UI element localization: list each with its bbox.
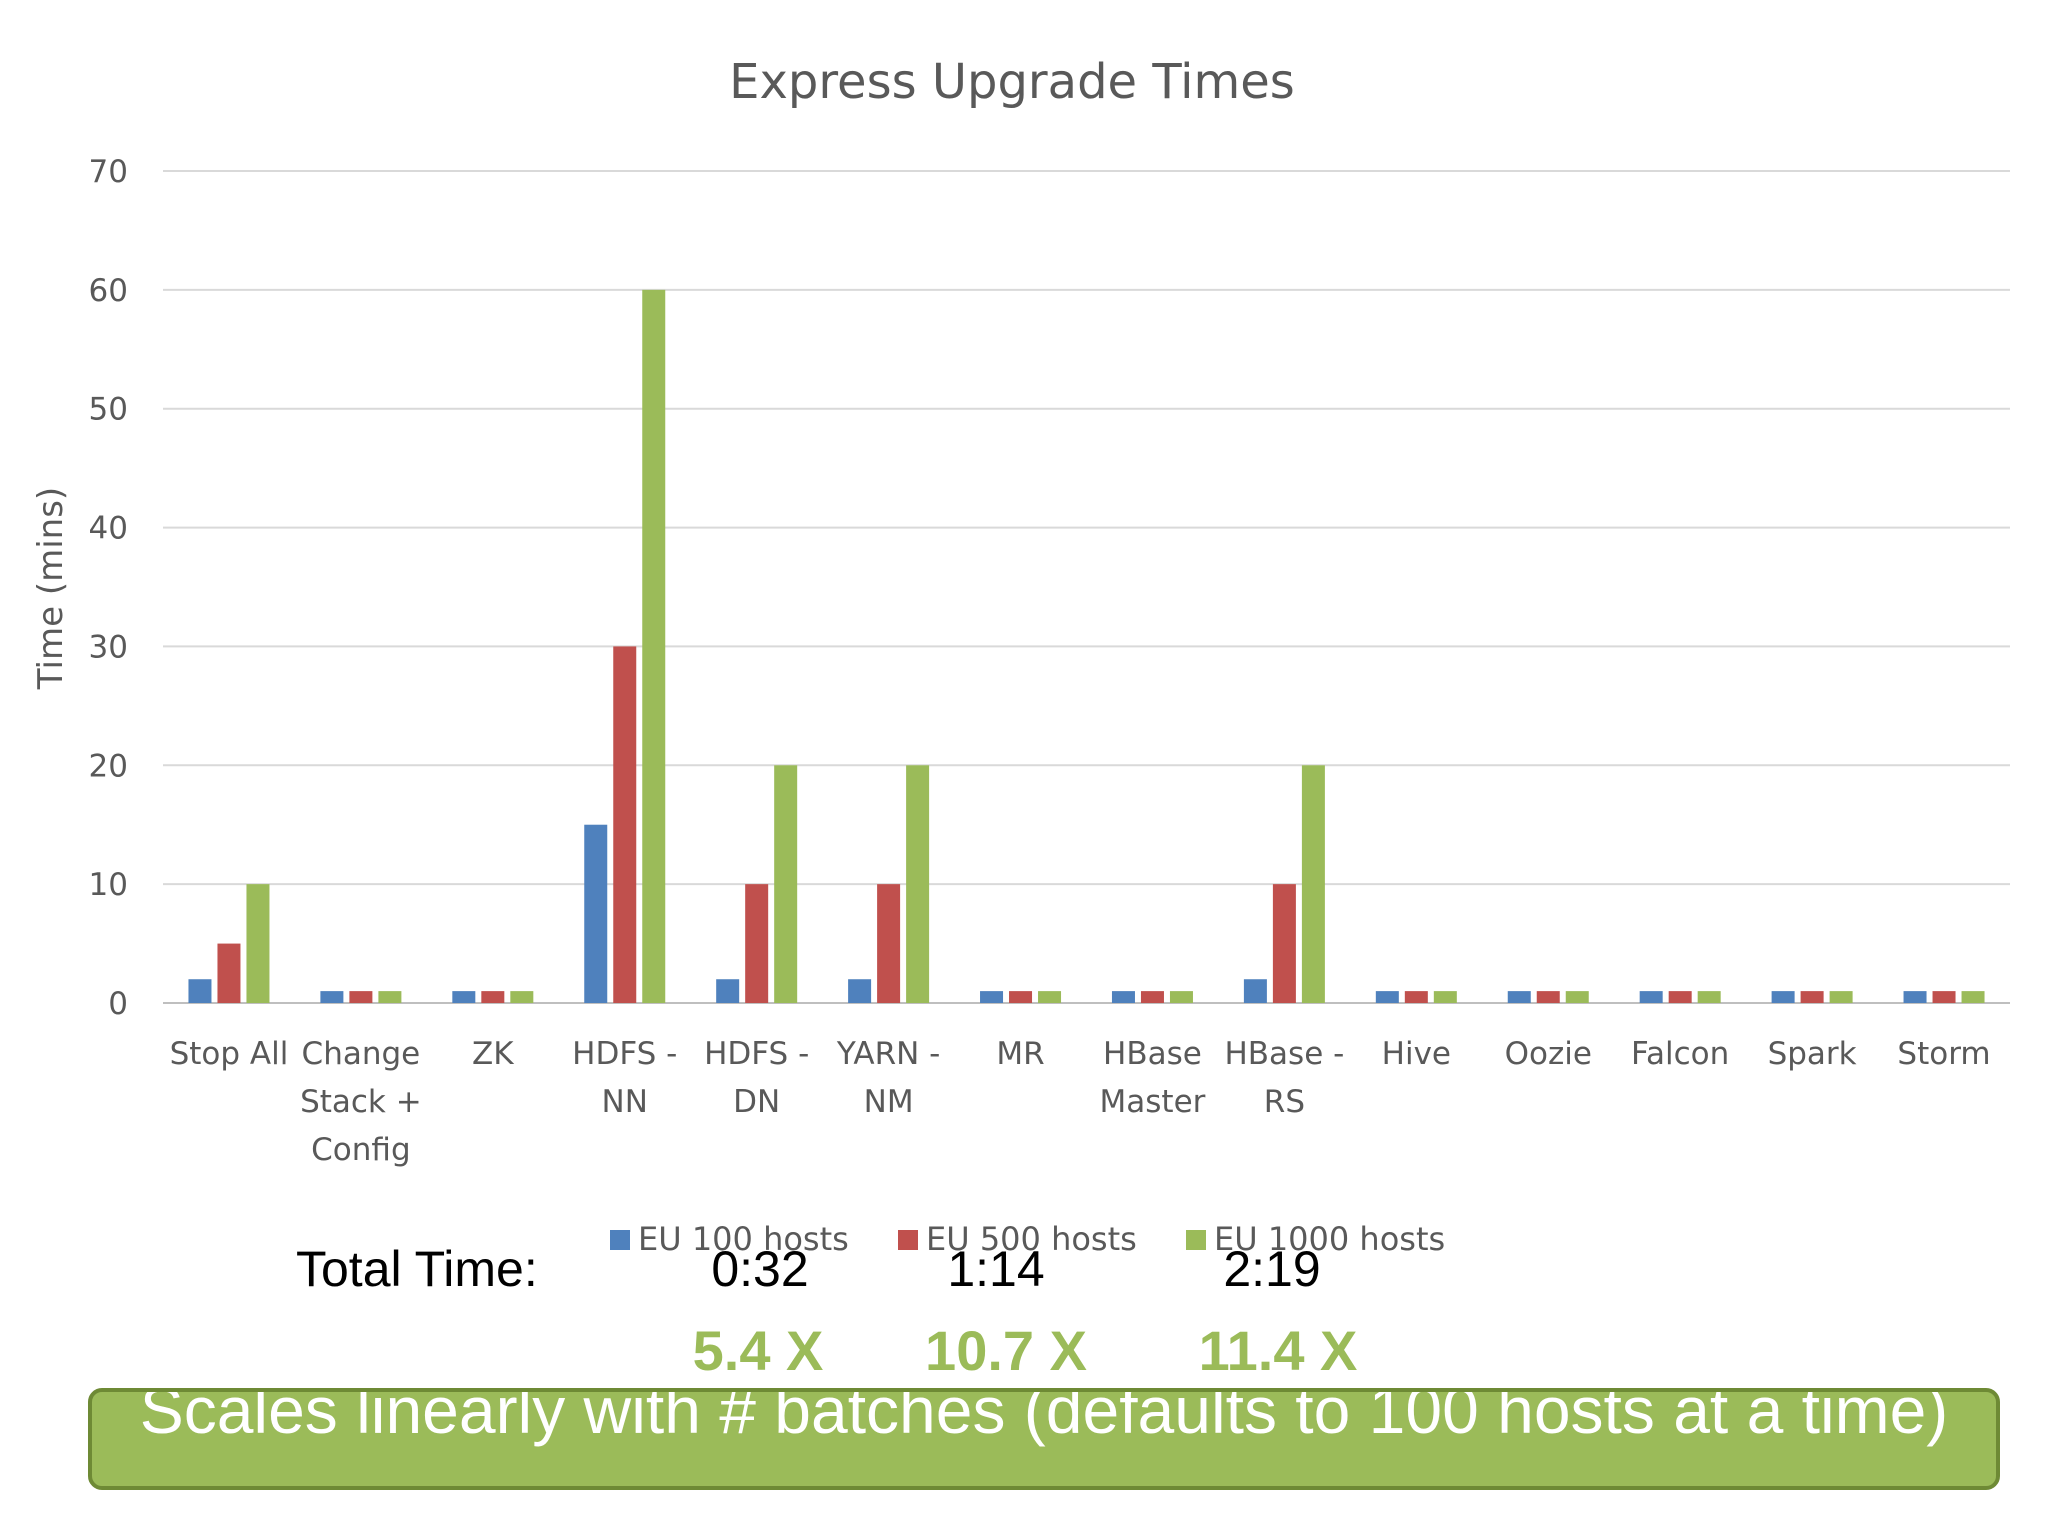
- x-tick-label: YARN -NM: [836, 1036, 941, 1120]
- speedup-500: 10.7 X: [925, 1319, 1087, 1382]
- x-tick-label: MR: [996, 1036, 1044, 1072]
- y-tick-label: 10: [89, 867, 128, 903]
- x-tick-label: HDFS -DN: [704, 1036, 809, 1120]
- y-tick-label: 20: [89, 748, 128, 784]
- legend-swatch: [610, 1230, 630, 1250]
- x-tick-label: ZK: [472, 1036, 514, 1072]
- total-time-1000: 2:19: [1223, 1241, 1321, 1297]
- x-tick-label: Stop All: [170, 1036, 289, 1072]
- y-tick-label: 30: [89, 629, 128, 665]
- speedup-100: 5.4 X: [692, 1319, 824, 1382]
- bar: [1565, 991, 1589, 1003]
- gridlines: [163, 170, 2010, 1004]
- bar: [320, 991, 344, 1003]
- bar: [1169, 991, 1193, 1003]
- bar: [378, 991, 402, 1003]
- bar: [1668, 991, 1692, 1003]
- bar: [1961, 991, 1985, 1003]
- bar: [1639, 991, 1663, 1003]
- y-tick-label: 70: [89, 154, 128, 190]
- bar: [188, 979, 212, 1003]
- bar: [716, 979, 740, 1003]
- bar: [1140, 991, 1164, 1003]
- bar: [980, 991, 1004, 1003]
- y-tick-label: 40: [89, 511, 128, 547]
- legend-label: EU 500 hosts: [926, 1220, 1137, 1258]
- bar: [1111, 991, 1135, 1003]
- y-tick-label: 0: [108, 986, 128, 1022]
- x-tick-label: HBase Master: [1100, 1036, 1206, 1120]
- legend: EU 100 hosts EU 500 hosts EU 1000 hosts: [610, 1220, 1445, 1258]
- callout-banner: Scales linearly with # batches (defaults…: [88, 1388, 2000, 1490]
- bar: [745, 884, 769, 1003]
- bar: [510, 991, 534, 1003]
- x-tick-label: HDFS -NN: [572, 1036, 677, 1120]
- total-time-label: Total Time:: [296, 1241, 538, 1297]
- bar: [877, 884, 901, 1003]
- bar: [848, 979, 872, 1003]
- legend-label: EU 100 hosts: [638, 1220, 849, 1258]
- bar-group: [188, 289, 1985, 1003]
- bar: [1771, 991, 1795, 1003]
- bar: [246, 884, 270, 1003]
- bar: [1009, 991, 1033, 1003]
- bar: [1697, 991, 1721, 1003]
- bar: [1536, 991, 1560, 1003]
- bar: [217, 943, 241, 1003]
- bar: [1932, 991, 1956, 1003]
- bar: [1301, 765, 1325, 1003]
- y-axis-label: Time (mins): [31, 487, 71, 690]
- x-tick-label: HBase -RS: [1224, 1036, 1344, 1120]
- total-time-100: 0:32: [711, 1241, 809, 1297]
- bar: [481, 991, 505, 1003]
- bar: [774, 765, 798, 1003]
- x-axis-labels: Stop All Change Stack + Config ZK HDFS -NN HDF…: [170, 1036, 1991, 1168]
- bar: [1272, 884, 1296, 1003]
- bar: [1243, 979, 1267, 1003]
- x-tick-label: Oozie: [1505, 1036, 1592, 1072]
- bar: [906, 765, 930, 1003]
- x-tick-label: Falcon: [1631, 1036, 1729, 1072]
- x-tick-label: Change Stack + Config: [300, 1036, 422, 1168]
- bar: [1829, 991, 1853, 1003]
- legend-swatch: [1186, 1230, 1206, 1250]
- total-time-500: 1:14: [947, 1241, 1045, 1297]
- bar: [642, 289, 666, 1003]
- x-tick-label: Spark: [1768, 1036, 1857, 1072]
- bar: [1800, 991, 1824, 1003]
- legend-swatch: [898, 1230, 918, 1250]
- chart-title: Express Upgrade Times: [729, 54, 1295, 110]
- bar: [349, 991, 373, 1003]
- speedup-1000: 11.4 X: [1198, 1319, 1358, 1382]
- bar: [1038, 991, 1062, 1003]
- y-tick-label: 60: [89, 273, 128, 309]
- y-tick-label: 50: [89, 392, 128, 428]
- bar: [584, 824, 608, 1003]
- bar: [1404, 991, 1428, 1003]
- bar: [1507, 991, 1531, 1003]
- y-axis-ticks: 0 10 20 30 40 50 60 70: [89, 154, 128, 1022]
- legend-label: EU 1000 hosts: [1214, 1220, 1445, 1258]
- bar: [1375, 991, 1399, 1003]
- x-tick-label: Hive: [1382, 1036, 1451, 1072]
- bar: [452, 991, 476, 1003]
- bar: [1903, 991, 1927, 1003]
- bar: [1433, 991, 1457, 1003]
- x-tick-label: Storm: [1897, 1036, 1990, 1072]
- callout-text: Scales linearly with # batches (defaults…: [139, 1388, 1949, 1447]
- bar: [613, 646, 637, 1003]
